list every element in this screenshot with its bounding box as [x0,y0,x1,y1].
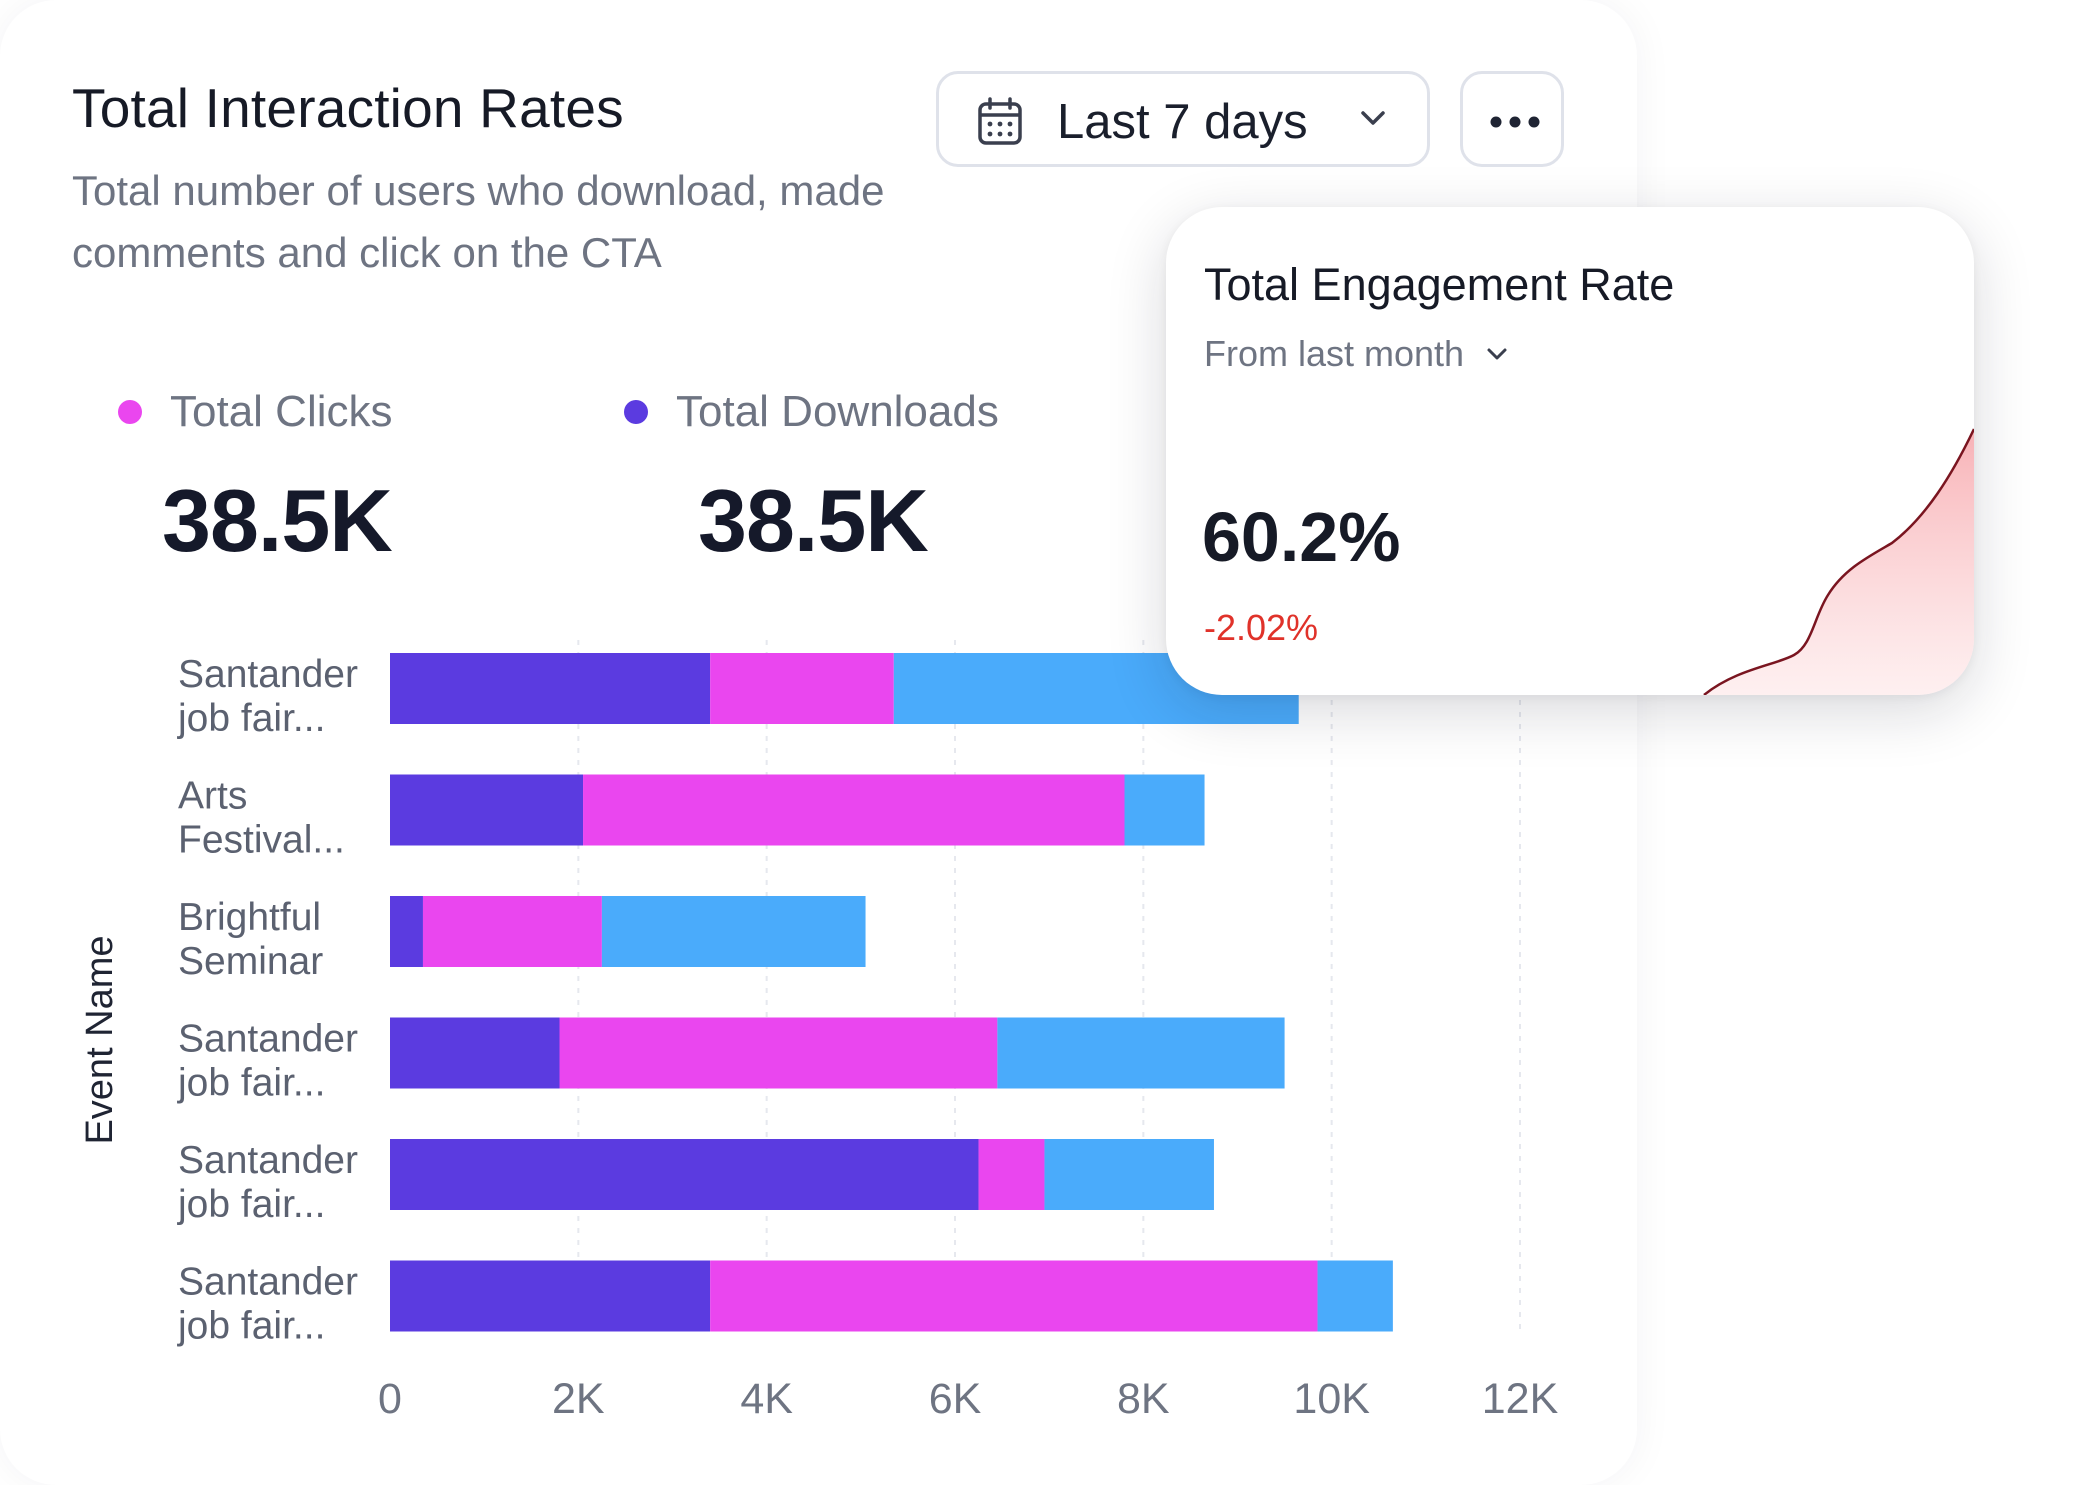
category-label: Brightful [178,896,321,939]
x-tick-label: 4K [740,1375,793,1423]
category-label: Santander [178,1261,358,1304]
x-tick-label: 12K [1482,1375,1559,1423]
bar-segment [390,774,584,846]
bar-segment [997,1017,1285,1089]
chevron-down-icon [1361,111,1385,125]
engagement-card-title: Total Engagement Rate [1204,259,1675,310]
card-title: Total Interaction Rates [72,77,624,139]
period-filter-label: From last month [1204,333,1465,374]
date-range-label: Last 7 days [1057,95,1308,149]
bar-segment [601,896,866,967]
bar-segment [390,896,423,967]
total-downloads-value: 38.5K [698,471,929,570]
x-tick-label: 8K [1117,1375,1170,1423]
category-label: job fair... [177,1062,325,1105]
bar-segment [710,653,894,724]
category-label: Seminar [178,940,323,983]
legend-dot-clicks [118,400,142,424]
bar-segment [559,1017,998,1089]
bar-segment [390,653,711,724]
chevron-down-icon [1487,348,1507,360]
bar-segment [390,1260,711,1332]
legend-dot-downloads [624,400,648,424]
engagement-rate-value: 60.2% [1202,498,1401,576]
bar-segment [1124,774,1205,846]
more-horizontal-icon [1490,116,1540,128]
category-label: Santander [178,1018,358,1061]
engagement-trend-area [1703,428,1974,695]
bar-segment [710,1260,1318,1332]
category-label: Arts [178,775,247,818]
bar-segment [422,896,602,967]
date-range-select[interactable]: Last 7 days [936,71,1430,167]
bar-segment [390,1017,560,1089]
bar-segment [1317,1260,1393,1332]
category-label: job fair... [177,1183,325,1226]
category-label: Festival... [178,819,345,862]
more-options-button[interactable] [1460,71,1564,167]
engagement-rate-card: Total Engagement Rate From last month 60… [1166,207,1974,695]
category-label: job fair... [177,1305,325,1348]
engagement-rate-change: -2.02% [1204,607,1319,648]
calendar-icon [978,97,1022,145]
card-subtitle: Total number of users who download, made… [72,167,885,276]
y-axis-label: Event Name [79,935,121,1144]
legend-label-clicks: Total Clicks [170,387,393,436]
bar-segment [978,1139,1045,1210]
x-tick-label: 10K [1293,1375,1370,1423]
bar-segment [390,1139,979,1210]
category-label: Santander [178,1139,358,1182]
x-tick-label: 2K [552,1375,605,1423]
category-label: job fair... [177,697,325,740]
legend-label-downloads: Total Downloads [676,387,999,436]
total-clicks-value: 38.5K [162,471,393,570]
bar-segment [583,774,1125,846]
category-label: Santander [178,653,358,696]
legend-total-clicks: Total Clicks [118,387,393,437]
x-tick-label: 0 [378,1375,402,1423]
bar-segment [1044,1139,1214,1210]
legend-total-downloads: Total Downloads [624,387,999,437]
x-tick-label: 6K [929,1375,982,1423]
period-filter-dropdown[interactable]: From last month [1204,333,1508,375]
